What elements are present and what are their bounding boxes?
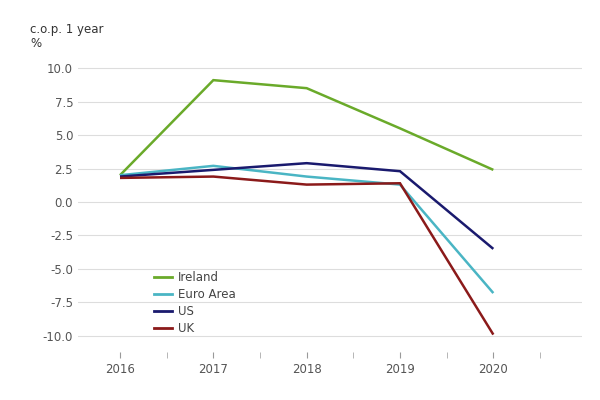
US — [210, 168, 217, 172]
UK — [397, 181, 404, 186]
Legend: Ireland, Euro Area, US, UK: Ireland, Euro Area, US, UK — [149, 266, 240, 340]
US — [303, 161, 310, 166]
Line: Euro Area: Euro Area — [120, 166, 493, 293]
Line: UK: UK — [120, 176, 493, 334]
UK — [490, 332, 497, 337]
Euro Area — [210, 164, 217, 168]
UK — [116, 176, 124, 180]
Text: c.o.p. 1 year: c.o.p. 1 year — [30, 23, 104, 36]
Ireland — [116, 173, 124, 178]
Text: %: % — [30, 36, 41, 50]
Line: US: US — [120, 163, 493, 249]
UK — [303, 182, 310, 187]
Euro Area — [397, 182, 404, 187]
US — [490, 246, 497, 251]
Ireland — [397, 126, 404, 131]
Ireland — [210, 78, 217, 82]
Ireland — [303, 86, 310, 90]
Euro Area — [303, 174, 310, 179]
US — [116, 174, 124, 179]
UK — [210, 174, 217, 179]
Euro Area — [116, 173, 124, 178]
Line: Ireland: Ireland — [120, 80, 493, 175]
Euro Area — [490, 291, 497, 296]
Ireland — [490, 168, 497, 172]
US — [397, 169, 404, 174]
